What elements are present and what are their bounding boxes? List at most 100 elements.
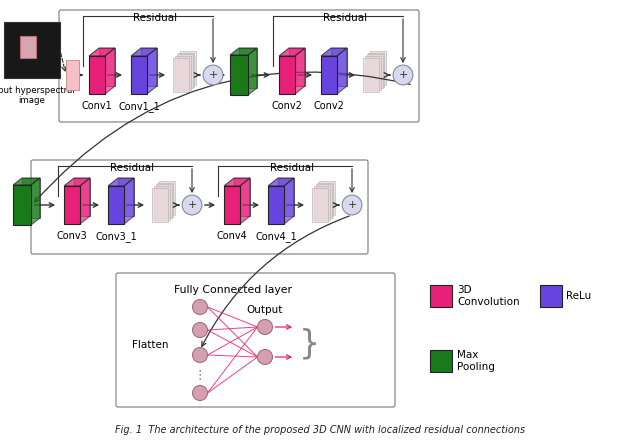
Polygon shape [314,186,330,220]
Polygon shape [118,178,134,216]
Polygon shape [367,55,383,88]
Ellipse shape [257,349,273,364]
Polygon shape [154,186,170,220]
Text: Conv3_1: Conv3_1 [95,231,137,242]
Polygon shape [99,48,115,86]
Ellipse shape [203,65,223,85]
Polygon shape [13,178,40,185]
Polygon shape [147,48,157,94]
Text: Flatten: Flatten [132,340,168,350]
Polygon shape [316,184,332,219]
Polygon shape [89,56,105,94]
Polygon shape [89,48,115,56]
Text: +: + [188,201,196,210]
Text: ReLu: ReLu [566,291,591,301]
Polygon shape [105,48,115,94]
Polygon shape [175,56,191,90]
Text: Residual: Residual [323,13,367,23]
Polygon shape [124,178,134,224]
Polygon shape [31,178,40,225]
Polygon shape [317,183,333,217]
Polygon shape [159,181,175,215]
Polygon shape [239,48,257,88]
Polygon shape [363,58,379,92]
Text: +: + [348,201,356,210]
Bar [4,22,60,78]
Text: Conv2: Conv2 [314,101,344,111]
Polygon shape [131,48,157,56]
Bar [430,285,452,307]
Polygon shape [13,185,31,225]
Polygon shape [331,48,347,86]
Bar [20,36,36,58]
Polygon shape [268,186,284,224]
Polygon shape [234,178,250,216]
Polygon shape [312,188,328,222]
Polygon shape [278,178,294,216]
Polygon shape [319,181,335,215]
Text: Conv1: Conv1 [82,101,113,111]
Bar [540,285,562,307]
Ellipse shape [257,319,273,334]
Text: Fully Connected layer: Fully Connected layer [175,285,292,295]
Polygon shape [108,178,134,186]
Text: Conv4: Conv4 [216,231,248,241]
Polygon shape [289,48,305,86]
Ellipse shape [193,300,207,315]
Polygon shape [64,186,80,224]
Text: }: } [299,327,320,360]
Polygon shape [268,178,294,186]
Text: Max
Pooling: Max Pooling [457,350,495,372]
Polygon shape [173,58,189,92]
Bar [66,60,79,90]
Polygon shape [179,53,195,87]
Ellipse shape [393,65,413,85]
Polygon shape [337,48,347,94]
Polygon shape [80,178,90,224]
Polygon shape [224,178,250,186]
Polygon shape [230,55,248,95]
Ellipse shape [342,195,362,215]
Ellipse shape [193,385,207,400]
Polygon shape [295,48,305,94]
Polygon shape [365,56,381,90]
Polygon shape [279,56,295,94]
Polygon shape [157,183,173,217]
Polygon shape [321,48,347,56]
Ellipse shape [193,348,207,363]
Text: Conv2: Conv2 [271,101,303,111]
Text: Conv4_1: Conv4_1 [255,231,297,242]
Text: Input hyperspectral
image: Input hyperspectral image [0,86,74,106]
Text: Residual: Residual [270,163,314,173]
Polygon shape [230,48,257,55]
Text: 3D
Convolution: 3D Convolution [457,285,520,307]
Bar [430,350,452,372]
Polygon shape [240,178,250,224]
Text: +: + [398,70,408,81]
Polygon shape [156,184,172,219]
Polygon shape [368,53,384,87]
FancyBboxPatch shape [116,273,395,407]
Polygon shape [152,188,168,222]
Text: Residual: Residual [133,13,177,23]
Text: Conv3: Conv3 [56,231,88,241]
Text: Residual: Residual [110,163,154,173]
Text: Conv1_1: Conv1_1 [118,101,160,112]
Ellipse shape [182,195,202,215]
Text: +: + [208,70,218,81]
Polygon shape [224,186,240,224]
Polygon shape [180,51,196,85]
Polygon shape [177,55,193,88]
Polygon shape [131,56,147,94]
Polygon shape [141,48,157,86]
Polygon shape [284,178,294,224]
Polygon shape [64,178,90,186]
Polygon shape [74,178,90,216]
Polygon shape [321,56,337,94]
Polygon shape [279,48,305,56]
Ellipse shape [193,323,207,337]
Polygon shape [22,178,40,218]
Polygon shape [248,48,257,95]
Text: ⋮: ⋮ [194,368,206,381]
Polygon shape [370,51,386,85]
